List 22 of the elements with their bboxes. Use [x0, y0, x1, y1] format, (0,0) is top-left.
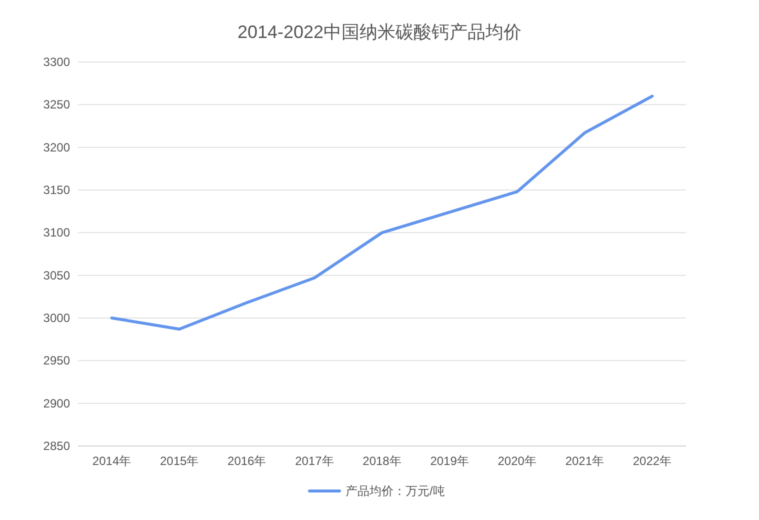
y-tick-label: 2950 [43, 354, 70, 368]
x-tick-label: 2019年 [430, 454, 469, 468]
y-tick-label: 3100 [43, 226, 70, 240]
line-series [110, 94, 654, 331]
y-tick-label: 3150 [43, 183, 70, 197]
x-tick-label: 2022年 [632, 454, 672, 468]
y-tick-label: 3000 [43, 311, 70, 325]
y-tick-label: 3200 [43, 140, 70, 154]
legend-label: 产品均价：万元/吨 [346, 484, 445, 498]
y-tick-label: 3250 [43, 98, 70, 112]
x-tick-label: 2018年 [362, 454, 402, 468]
y-tick-label: 3300 [43, 55, 70, 69]
x-tick-label: 2016年 [228, 454, 266, 468]
chart-title: 2014-2022中国纳米碳酸钙产品均价 [237, 22, 522, 42]
x-tick-label: 2021年 [565, 454, 604, 468]
y-tick-label: 2850 [43, 439, 70, 453]
x-tick-label: 2015年 [160, 454, 199, 468]
x-tick-label: 2017年 [295, 454, 334, 468]
y-tick-label: 2900 [43, 396, 70, 410]
y-tick-label: 3050 [43, 268, 70, 282]
x-tick-label: 2014年 [92, 454, 132, 468]
x-tick-label: 2020年 [498, 454, 536, 468]
